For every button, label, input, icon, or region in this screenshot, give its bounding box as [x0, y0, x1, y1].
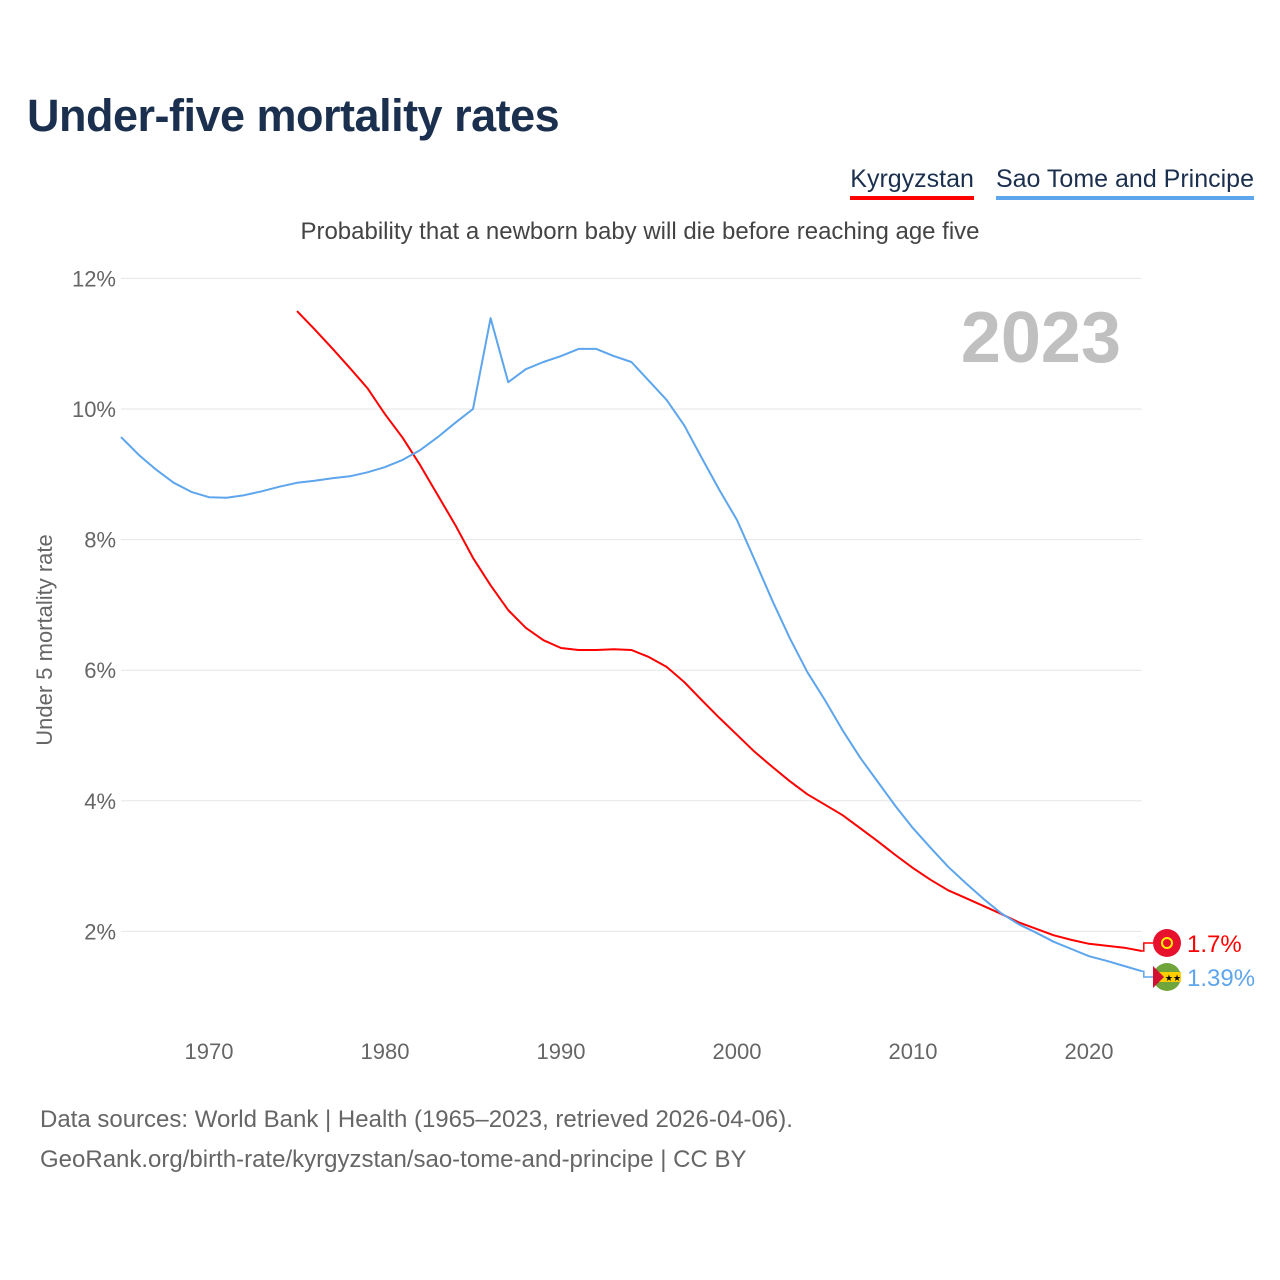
end-label-connector	[1141, 942, 1154, 952]
legend: Kyrgyzstan Sao Tome and Principe	[850, 165, 1254, 200]
sao-tome-flag-stars: ★★	[1165, 973, 1181, 983]
y-tick-label: 4%	[84, 789, 116, 814]
x-tick-label: 1980	[361, 1039, 410, 1064]
y-axis-label: Under 5 mortality rate	[32, 534, 57, 746]
y-tick-label: 10%	[72, 397, 116, 422]
y-tick-label: 8%	[84, 528, 116, 553]
x-tick-label: 2010	[889, 1039, 938, 1064]
x-tick-label: 2000	[713, 1039, 762, 1064]
x-tick-label: 1990	[537, 1039, 586, 1064]
series-line-sao-tome	[120, 317, 1143, 973]
end-label-connector	[1141, 970, 1154, 978]
end-value-label: 1.39%	[1187, 965, 1255, 992]
page-title: Under-five mortality rates	[27, 90, 560, 141]
end-value-label: 1.7%	[1187, 931, 1242, 958]
y-tick-label: 12%	[72, 266, 116, 291]
y-tick-label: 6%	[84, 658, 116, 683]
legend-item-sao-tome[interactable]: Sao Tome and Principe	[995, 165, 1254, 200]
x-tick-label: 2020	[1065, 1039, 1114, 1064]
x-tick-label: 1970	[185, 1039, 234, 1064]
footer-attribution[interactable]: GeoRank.org/birth-rate/kyrgyzstan/sao-to…	[40, 1146, 747, 1173]
sao-tome-flag-triangle	[1153, 966, 1164, 988]
y-tick-label: 2%	[84, 919, 116, 944]
chart-subtitle: Probability that a newborn baby will die…	[300, 218, 980, 245]
legend-item-kyrgyzstan[interactable]: Kyrgyzstan	[850, 165, 974, 200]
kyrgyzstan-flag-icon	[1153, 929, 1181, 957]
year-watermark: 2023	[961, 298, 1121, 378]
footer-sources: Data sources: World Bank | Health (1965–…	[40, 1106, 793, 1133]
sao-tome-flag-band	[1153, 972, 1181, 982]
kyrgyzstan-flag-sun-icon	[1161, 937, 1173, 949]
series-line-kyrgyzstan	[296, 310, 1142, 952]
